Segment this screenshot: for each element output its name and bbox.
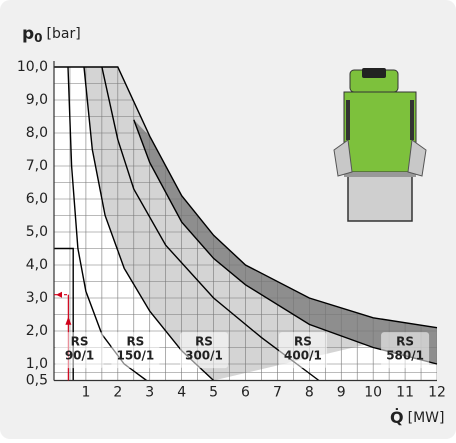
x-tick-label: 4: [177, 385, 186, 401]
burner-icon: [333, 68, 427, 222]
y-tick-label: 4,0: [26, 257, 48, 273]
y-tick-label: 9,0: [26, 92, 48, 108]
series-label: RS: [195, 335, 213, 349]
y-tick-label: 10,0: [17, 59, 48, 75]
series-label: RS: [294, 335, 312, 349]
x-tick-label: 3: [145, 385, 154, 401]
y-axis-title: p0 [bar]: [22, 24, 81, 45]
x-tick-label: 5: [209, 385, 218, 401]
label-box: [180, 332, 229, 369]
y-tick-label: 0,5: [26, 373, 48, 389]
series-label: RS: [396, 335, 414, 349]
x-tick-label: 9: [337, 385, 346, 401]
y-tick-label: 3,0: [26, 290, 48, 306]
y-tick-label: 7,0: [26, 158, 48, 174]
arrow-left: [56, 291, 62, 298]
x-tick-label: 10: [364, 385, 382, 401]
series-label: 90/1: [65, 349, 94, 363]
x-tick-label: 6: [241, 385, 250, 401]
x-tick-label: 1: [81, 385, 90, 401]
x-axis-title: Q̇ [MW]: [390, 408, 444, 427]
y-tick-label: 6,0: [26, 191, 48, 207]
series-label: RS: [126, 335, 144, 349]
y-tick-label: 1,0: [26, 356, 48, 372]
label-box: [111, 332, 160, 369]
y-tick-label: 2,0: [26, 323, 48, 339]
label-box: [55, 332, 104, 369]
x-tick-label: 2: [113, 385, 122, 401]
arrow-up: [65, 316, 72, 325]
series-label: 580/1: [386, 349, 424, 363]
series-label: 400/1: [284, 349, 322, 363]
x-tick-label: 12: [428, 385, 446, 401]
series-label: 300/1: [185, 349, 223, 363]
x-tick-label: 11: [396, 385, 414, 401]
series-label: RS: [71, 335, 89, 349]
y-tick-label: 8,0: [26, 125, 48, 141]
curve: [133, 119, 438, 365]
curve: [54, 66, 438, 329]
label-box: [278, 332, 327, 369]
x-tick-label: 8: [305, 385, 314, 401]
label-box: [381, 332, 430, 369]
y-tick-label: 5,0: [26, 224, 48, 240]
series-label: 150/1: [116, 349, 154, 363]
curve: [101, 66, 320, 382]
x-tick-label: 7: [273, 385, 282, 401]
